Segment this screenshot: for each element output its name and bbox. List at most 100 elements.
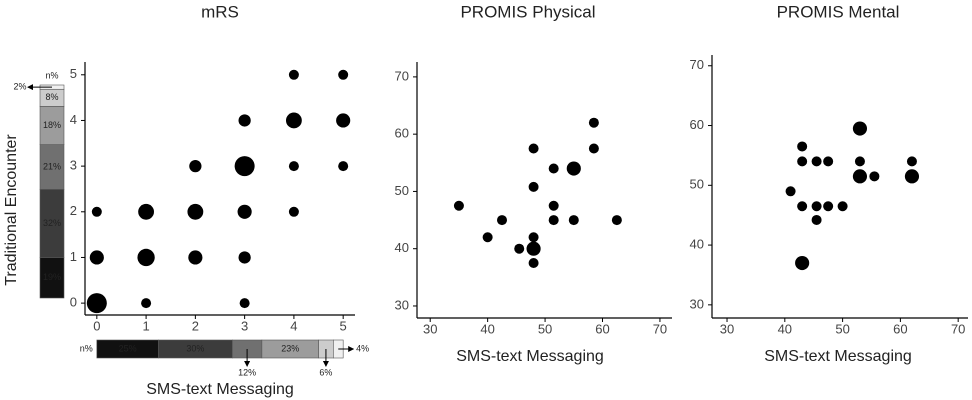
point — [797, 141, 808, 152]
point — [89, 250, 104, 265]
x-tick-label: 60 — [595, 321, 609, 336]
x-margin-title: n% — [80, 343, 93, 353]
point — [854, 156, 865, 167]
point — [811, 156, 822, 167]
x-tick-label: 50 — [538, 321, 552, 336]
point — [453, 200, 464, 211]
x-margin-label: 4% — [356, 343, 369, 353]
x-tick-label: 1 — [142, 318, 149, 333]
x-tick-label: 0 — [93, 318, 100, 333]
point — [548, 200, 559, 211]
point — [285, 112, 302, 129]
point — [528, 232, 539, 243]
x-tick-label: 40 — [778, 321, 792, 336]
x-tick-label: 30 — [423, 321, 437, 336]
point — [86, 293, 107, 314]
x-tick-label: 70 — [653, 321, 667, 336]
point — [837, 201, 848, 212]
point — [91, 206, 102, 217]
x-tick-label: 3 — [241, 318, 248, 333]
x-margin-label: 25% — [119, 343, 137, 353]
point — [588, 117, 599, 128]
y-margin-segment — [39, 257, 65, 299]
y-tick-label: 1 — [70, 249, 77, 264]
point — [852, 121, 868, 136]
y-tick-label: 50 — [395, 183, 409, 198]
y-tick-label: 70 — [395, 68, 409, 83]
y-tick-label: 30 — [690, 296, 704, 311]
x-margin-label: 12% — [238, 367, 256, 377]
y-margin-title: n% — [45, 70, 58, 80]
y-tick-label: 60 — [395, 126, 409, 141]
point — [234, 156, 255, 177]
point — [514, 243, 525, 254]
point — [288, 206, 299, 217]
point — [528, 143, 539, 154]
point — [528, 181, 539, 192]
point — [904, 169, 920, 184]
point — [288, 161, 299, 172]
point — [482, 232, 493, 243]
x-axis-label: SMS-text Messaging — [456, 348, 604, 365]
chart-title: mRS — [201, 2, 239, 21]
point — [497, 215, 507, 226]
point — [237, 204, 252, 219]
y-margin-segment — [39, 106, 65, 145]
point — [338, 69, 349, 80]
point — [785, 186, 796, 197]
point — [795, 255, 810, 271]
y-tick-label: 2 — [70, 203, 77, 218]
x-margin-label: 6% — [319, 367, 332, 377]
point — [566, 161, 581, 176]
point — [548, 163, 559, 174]
point — [238, 251, 251, 264]
x-margin-label: 23% — [281, 343, 299, 353]
y-tick-label: 50 — [690, 177, 704, 192]
chart-title: PROMIS Physical — [460, 2, 595, 21]
y-tick-label: 30 — [395, 297, 409, 312]
x-tick-label: 30 — [720, 321, 734, 336]
point — [823, 156, 834, 167]
point — [588, 143, 599, 154]
point — [336, 113, 351, 128]
point — [797, 156, 808, 167]
point — [188, 250, 203, 265]
point — [187, 203, 204, 220]
point — [338, 161, 349, 172]
point — [869, 171, 880, 182]
point — [852, 169, 868, 184]
y-tick-label: 70 — [690, 57, 704, 72]
point — [797, 201, 808, 212]
y-margin-label: 18% — [43, 120, 61, 130]
y-tick-label: 5 — [70, 66, 77, 81]
point — [141, 298, 152, 309]
x-margin-label: 30% — [186, 343, 204, 353]
point — [568, 215, 579, 226]
point — [239, 298, 250, 309]
x-axis-label: SMS-text Messaging — [146, 381, 294, 398]
y-margin-label: 19% — [43, 272, 61, 282]
chart-title: PROMIS Mental — [777, 2, 900, 21]
point — [611, 215, 622, 226]
y-margin-label: 8% — [45, 92, 58, 102]
y-tick-label: 40 — [395, 240, 409, 255]
point — [526, 241, 541, 256]
point — [238, 114, 251, 127]
point — [288, 69, 299, 80]
x-tick-label: 40 — [480, 321, 494, 336]
x-tick-label: 70 — [951, 321, 965, 336]
y-tick-label: 40 — [690, 237, 704, 252]
point — [823, 201, 834, 212]
x-tick-label: 2 — [192, 318, 199, 333]
point — [548, 215, 559, 226]
y-tick-label: 4 — [70, 112, 77, 127]
point — [138, 203, 155, 220]
x-tick-label: 5 — [340, 318, 347, 333]
y-margin-label: 21% — [43, 161, 61, 171]
x-tick-label: 50 — [835, 321, 849, 336]
y-margin-segment — [39, 189, 65, 258]
y-axis-label: Traditional Encounter — [3, 134, 20, 286]
y-margin-label: 32% — [43, 218, 61, 228]
point — [811, 214, 822, 225]
